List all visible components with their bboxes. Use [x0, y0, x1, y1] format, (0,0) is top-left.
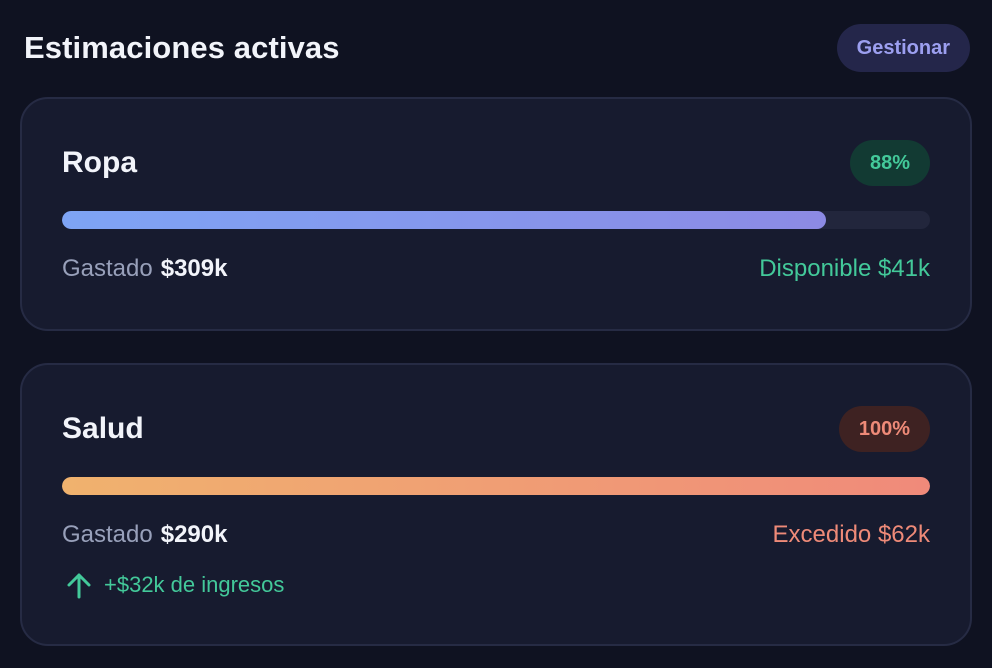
card-header: Ropa 88%	[62, 139, 930, 187]
estimate-card-ropa[interactable]: Ropa 88% Gastado $309k Disponible $41k	[20, 97, 972, 331]
progress-fill	[62, 211, 826, 229]
percent-badge: 100%	[838, 406, 930, 452]
spent-label: Gastado	[62, 521, 153, 548]
exceeded-amount: Excedido $62k	[772, 521, 930, 548]
income-note-text: +$32k de ingresos	[104, 572, 285, 597]
progress-track	[62, 211, 930, 229]
income-note: +$32k de ingresos	[62, 565, 284, 605]
panel-header: Estimaciones activas Gestionar	[24, 24, 970, 72]
page-title: Estimaciones activas	[24, 30, 340, 65]
progress-track	[62, 477, 930, 495]
spent-value: $309k	[160, 255, 228, 282]
progress-fill	[62, 477, 930, 495]
arrow-up-icon	[62, 568, 96, 602]
estimate-title: Salud	[62, 412, 144, 445]
spending-row: Gastado $290k Excedido $62k	[62, 515, 930, 555]
spending-row: Gastado $309k Disponible $41k	[62, 249, 930, 289]
spent-value: $290k	[160, 521, 228, 548]
spent-label: Gastado	[62, 255, 153, 282]
available-amount: Disponible $41k	[759, 255, 930, 282]
spent-summary: Gastado $290k	[62, 521, 227, 549]
spent-summary: Gastado $309k	[62, 255, 227, 283]
estimate-card-salud[interactable]: Salud 100% Gastado $290k Excedido $62k +$…	[20, 363, 972, 646]
percent-badge: 88%	[849, 140, 930, 186]
card-header: Salud 100%	[62, 405, 930, 453]
estimate-title: Ropa	[62, 146, 137, 179]
manage-button[interactable]: Gestionar	[836, 24, 970, 72]
